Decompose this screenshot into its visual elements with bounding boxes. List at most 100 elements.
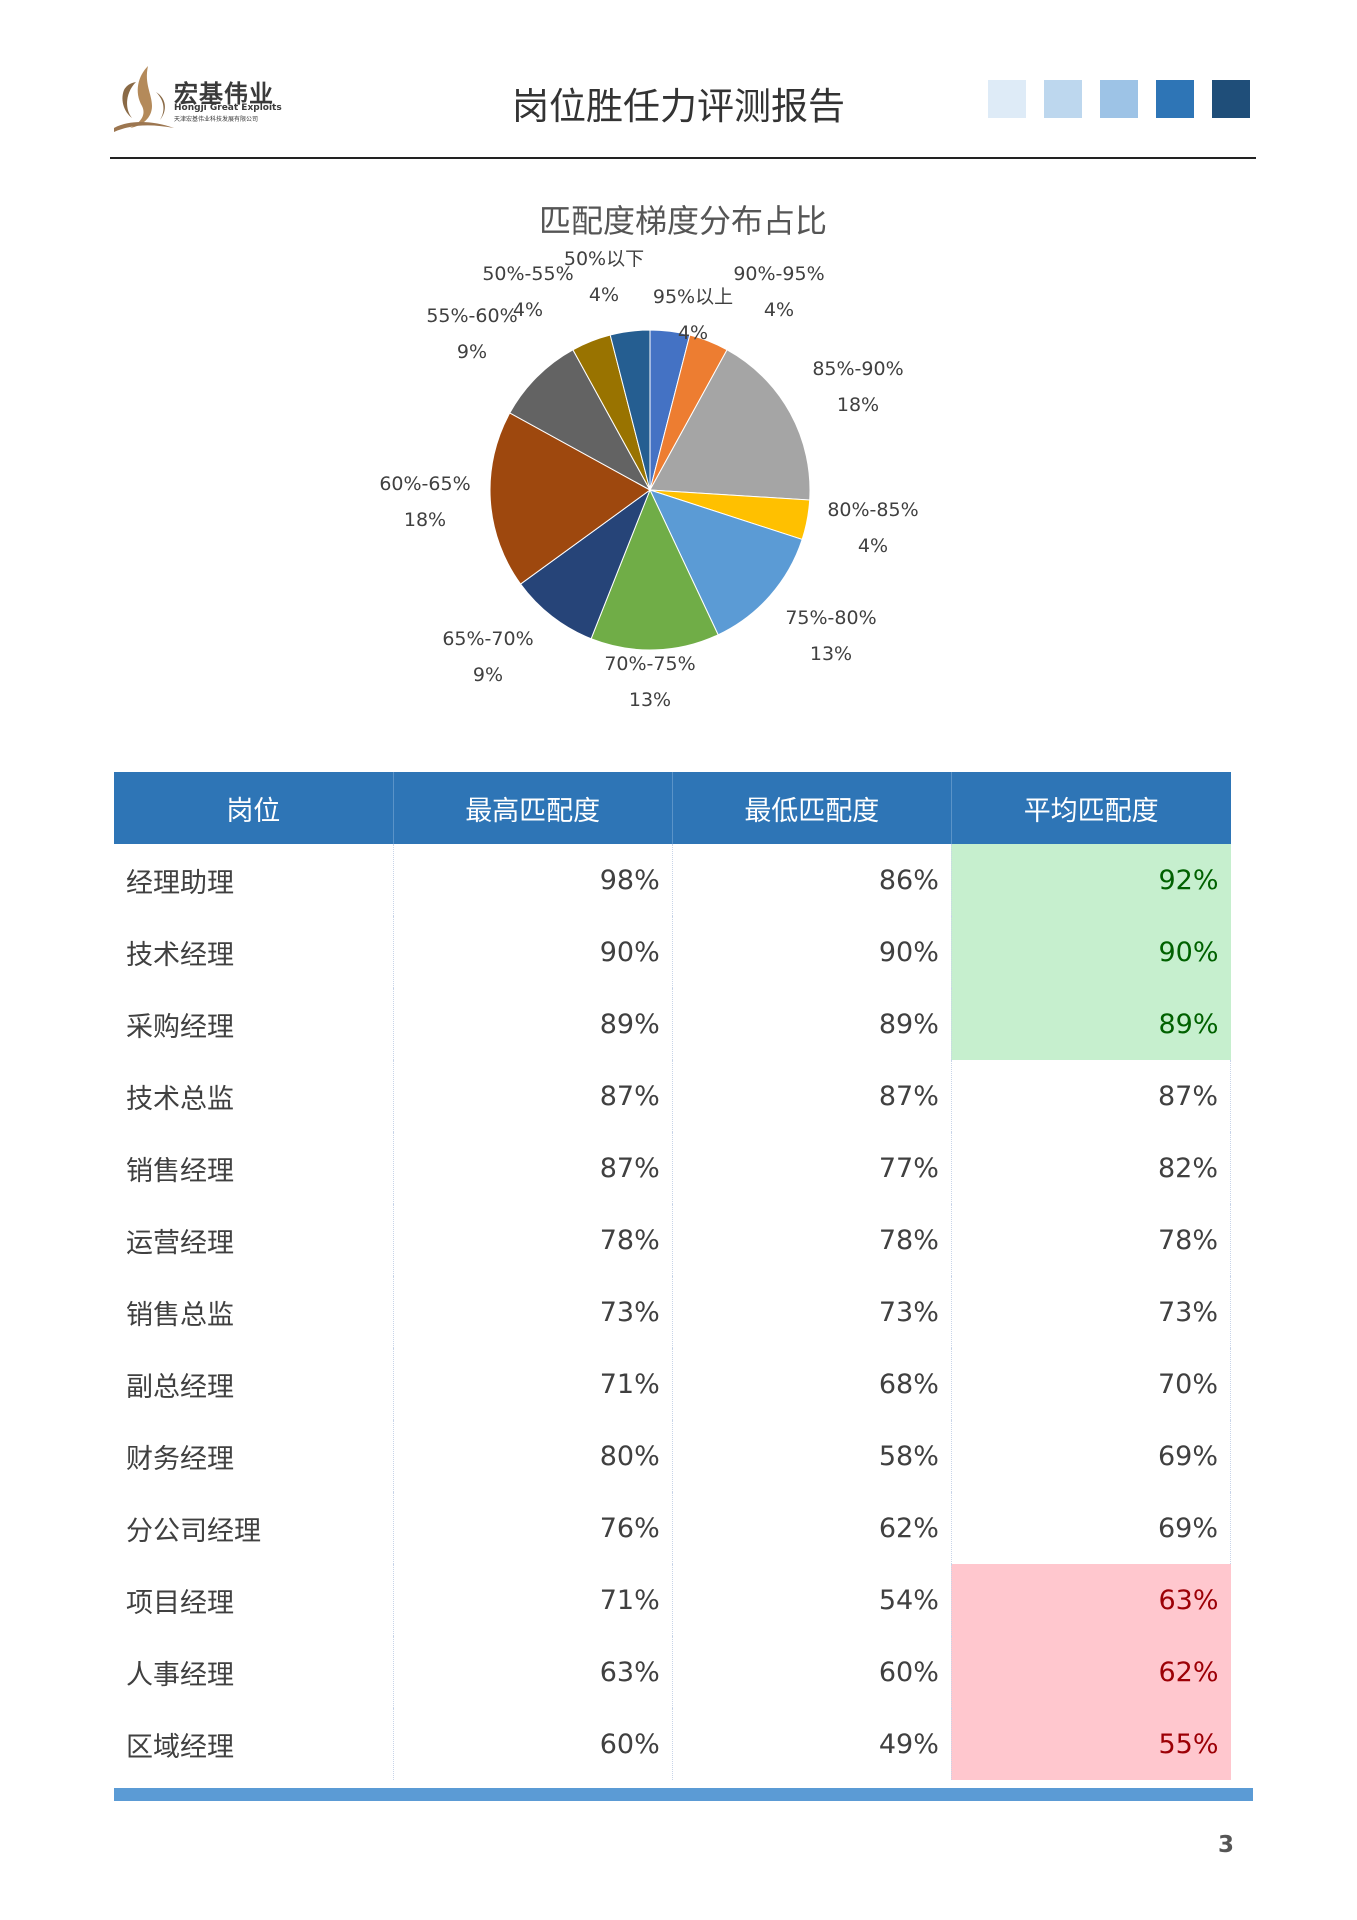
slice-percent-label: 4% <box>764 299 794 321</box>
slice-label: 85%-90% <box>812 358 903 380</box>
header-square-2 <box>1044 80 1082 118</box>
header-color-squares <box>988 80 1250 118</box>
cell-position: 副总经理 <box>126 1371 234 1403</box>
table-row: 副总经理 71% 68% 70% <box>114 1348 1232 1420</box>
cell-max: 87% <box>392 1132 673 1204</box>
header-square-1 <box>988 80 1026 118</box>
cell-max: 60% <box>392 1708 673 1780</box>
slice-percent-label: 4% <box>513 299 543 321</box>
cell-avg: 69% <box>950 1492 1232 1564</box>
cell-avg: 62% <box>950 1636 1231 1708</box>
cell-max: 71% <box>392 1348 673 1420</box>
slice-label: 75%-80% <box>785 607 876 629</box>
slice-percent-label: 9% <box>457 341 487 363</box>
slice-percent-label: 4% <box>678 322 708 344</box>
pie-chart: 匹配度梯度分布占比 95%以上 4% 90%-95% 4% 85%-90% 18% 80%-… <box>0 190 1357 750</box>
cell-avg: 90% <box>950 916 1231 988</box>
cell-max: 78% <box>392 1204 673 1276</box>
pie-slice <box>590 488 719 651</box>
cell-max: 63% <box>392 1636 673 1708</box>
slice-label: 65%-70% <box>442 628 533 650</box>
table-row: 采购经理 89% 89% 89% <box>114 988 1231 1060</box>
header-square-4 <box>1156 80 1194 118</box>
slice-percent-label: 4% <box>858 535 888 557</box>
cell-avg: 87% <box>950 1060 1232 1132</box>
table-row: 技术经理 90% 90% 90% <box>114 916 1231 988</box>
table-row: 经理助理 98% 86% 92% <box>114 844 1231 916</box>
table-row: 销售经理 87% 77% 82% <box>114 1132 1232 1204</box>
header-divider <box>110 157 1256 159</box>
cell-max: 73% <box>392 1276 673 1348</box>
slice-label: 90%-95% <box>733 263 824 285</box>
pie-slice <box>519 488 652 640</box>
col-header-avg: 平均匹配度 <box>950 772 1231 844</box>
slice-label: 70%-75% <box>604 653 695 675</box>
pie-chart-canvas: 匹配度梯度分布占比 95%以上 4% 90%-95% 4% 85%-90% 18% 80%-… <box>379 202 918 711</box>
cell-avg: 73% <box>950 1276 1232 1348</box>
col-header-position: 岗位 <box>114 772 394 844</box>
table-row: 财务经理 80% 58% 69% <box>114 1420 1232 1492</box>
cell-max: 98% <box>392 844 673 916</box>
cell-position: 技术总监 <box>126 1083 234 1115</box>
pie-slice <box>649 489 803 636</box>
chart-title: 匹配度梯度分布占比 <box>539 202 827 240</box>
cell-position: 财务经理 <box>126 1443 234 1475</box>
pie-slice <box>649 349 811 501</box>
slice-percent-label: 9% <box>473 664 503 686</box>
slice-percent-label: 4% <box>589 284 619 306</box>
cell-min: 58% <box>671 1420 952 1492</box>
cell-position: 销售经理 <box>126 1155 234 1187</box>
logo-name-full: 天津宏基伟业科技发展有限公司 <box>174 116 259 123</box>
cell-avg: 92% <box>950 844 1231 916</box>
logo-name-cn: 宏基伟业 <box>174 80 274 108</box>
cell-min: 73% <box>671 1276 952 1348</box>
cell-max: 89% <box>392 988 673 1060</box>
cell-min: 49% <box>671 1708 952 1780</box>
table-row: 分公司经理 76% 62% 69% <box>114 1492 1232 1564</box>
logo-name-en: Hongji Great Exploits <box>174 103 282 113</box>
cell-min: 87% <box>671 1060 952 1132</box>
cell-max: 71% <box>392 1564 673 1636</box>
cell-min: 54% <box>671 1564 952 1636</box>
cell-min: 90% <box>671 916 952 988</box>
logo-emblem-icon <box>114 66 174 132</box>
cell-min: 86% <box>671 844 952 916</box>
cell-position: 技术经理 <box>126 939 234 971</box>
cell-avg: 82% <box>950 1132 1232 1204</box>
col-header-max: 最高匹配度 <box>392 772 673 844</box>
cell-position: 区域经理 <box>126 1731 234 1763</box>
slice-label: 80%-85% <box>827 499 918 521</box>
col-header-min: 最低匹配度 <box>671 772 952 844</box>
cell-min: 62% <box>671 1492 952 1564</box>
cell-min: 68% <box>671 1348 952 1420</box>
cell-max: 87% <box>392 1060 673 1132</box>
slice-label: 95%以上 <box>653 286 733 308</box>
table-row: 项目经理 71% 54% 63% <box>114 1564 1231 1636</box>
slice-label: 60%-65% <box>379 473 470 495</box>
position-match-table: 岗位 最高匹配度 最低匹配度 平均匹配度 经理助理 98% 86% 92% 技术经理 90… <box>114 772 1232 1780</box>
cell-position: 销售总监 <box>126 1299 234 1331</box>
table-row: 运营经理 78% 78% 78% <box>114 1204 1232 1276</box>
table-row: 销售总监 73% 73% 73% <box>114 1276 1232 1348</box>
slice-percent-label: 18% <box>837 394 879 416</box>
document-title: 岗位胜任力评测报告 <box>512 85 845 128</box>
cell-min: 89% <box>671 988 952 1060</box>
table-row: 区域经理 60% 49% 55% <box>114 1708 1231 1780</box>
cell-max: 76% <box>392 1492 673 1564</box>
slice-percent-label: 18% <box>404 509 446 531</box>
cell-avg: 55% <box>950 1708 1231 1780</box>
cell-position: 经理助理 <box>126 867 234 899</box>
cell-min: 78% <box>671 1204 952 1276</box>
slice-label: 55%-60% <box>426 305 517 327</box>
cell-avg: 63% <box>950 1564 1231 1636</box>
slice-percent-label: 13% <box>629 689 671 711</box>
cell-position: 运营经理 <box>126 1227 234 1259</box>
cell-position: 项目经理 <box>126 1587 234 1619</box>
slice-label: 50%以下 <box>564 248 644 270</box>
cell-avg: 78% <box>950 1204 1232 1276</box>
cell-avg: 69% <box>950 1420 1232 1492</box>
page-header: 宏基伟业 Hongji Great Exploits 天津宏基伟业科技发展有限公… <box>0 0 1357 165</box>
page-number: 3 <box>1218 1832 1235 1858</box>
table-row: 技术总监 87% 87% 87% <box>114 1060 1232 1132</box>
cell-position: 采购经理 <box>126 1011 234 1043</box>
